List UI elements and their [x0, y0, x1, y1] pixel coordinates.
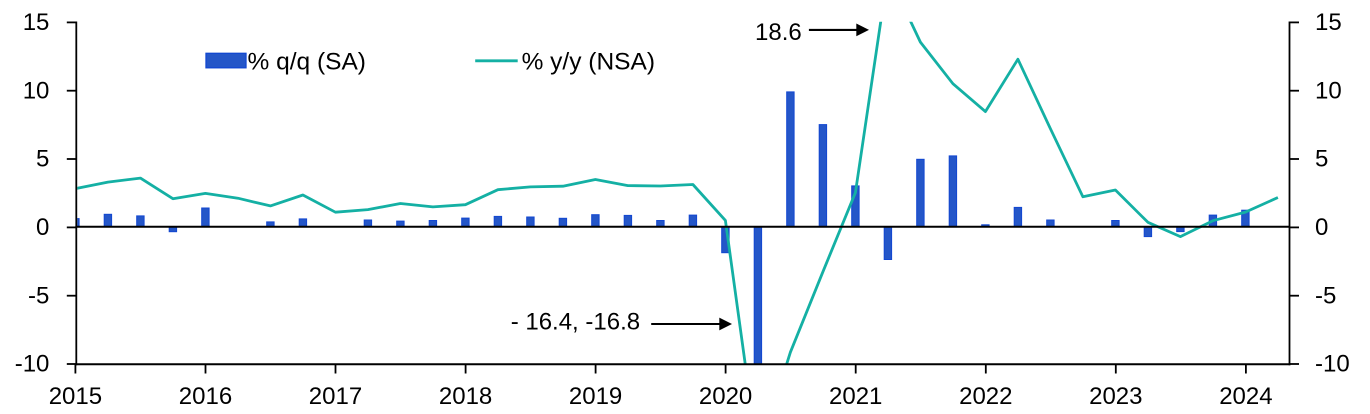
svg-text:2020: 2020 [699, 383, 752, 410]
svg-text:15: 15 [23, 9, 50, 36]
svg-text:% q/q (SA): % q/q (SA) [248, 48, 366, 75]
svg-text:-10: -10 [15, 351, 50, 378]
svg-text:2015: 2015 [49, 383, 102, 410]
svg-text:2023: 2023 [1089, 383, 1142, 410]
svg-text:2022: 2022 [959, 383, 1012, 410]
svg-text:2021: 2021 [829, 383, 882, 410]
svg-text:10: 10 [23, 77, 50, 104]
svg-text:5: 5 [36, 146, 49, 173]
svg-text:2024: 2024 [1219, 383, 1272, 410]
svg-text:0: 0 [36, 214, 49, 241]
svg-text:2018: 2018 [439, 383, 492, 410]
svg-text:5: 5 [1315, 146, 1328, 173]
svg-text:2019: 2019 [569, 383, 622, 410]
svg-text:10: 10 [1315, 77, 1342, 104]
svg-text:2016: 2016 [179, 383, 232, 410]
svg-text:2017: 2017 [309, 383, 362, 410]
svg-text:-5: -5 [28, 282, 49, 309]
svg-text:-10: -10 [1315, 351, 1350, 378]
svg-text:15: 15 [1315, 9, 1342, 36]
svg-text:0: 0 [1315, 214, 1328, 241]
svg-text:% y/y (NSA): % y/y (NSA) [522, 48, 655, 75]
svg-text:-5: -5 [1315, 282, 1336, 309]
svg-text:- 16.4, -16.8: - 16.4, -16.8 [511, 309, 640, 336]
svg-text:18.6: 18.6 [755, 19, 802, 46]
